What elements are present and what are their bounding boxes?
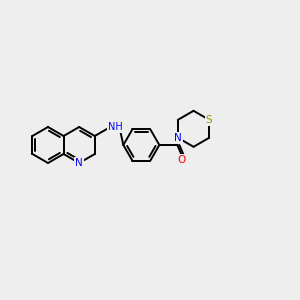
Text: NH: NH (108, 122, 123, 132)
Text: S: S (206, 115, 212, 125)
Text: N: N (75, 158, 83, 168)
Text: O: O (178, 154, 186, 165)
Text: N: N (174, 133, 182, 143)
